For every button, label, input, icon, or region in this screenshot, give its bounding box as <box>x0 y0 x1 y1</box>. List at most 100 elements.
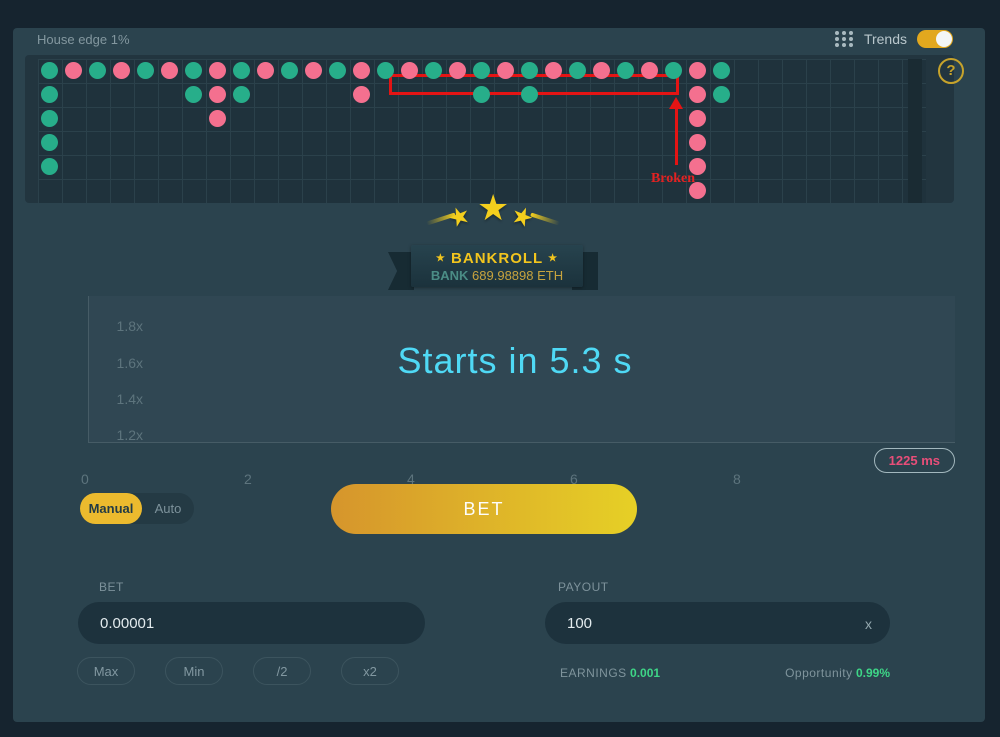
trend-dot-pink <box>593 62 610 79</box>
trends-scrollbar[interactable] <box>908 59 922 203</box>
trend-dot-pink <box>257 62 274 79</box>
mode-toggle: Manual Auto <box>80 493 194 524</box>
payout-field-label: PAYOUT <box>558 580 609 594</box>
trend-dot-green <box>425 62 442 79</box>
trend-dot-green <box>713 62 730 79</box>
broken-annotation-arrowline <box>675 108 678 165</box>
y-tick: 1.6x <box>116 355 143 371</box>
broken-annotation-arrowhead <box>669 97 683 109</box>
bank-value-line: BANK 689.98898 ETH <box>411 268 583 283</box>
trend-dot-pink <box>113 62 130 79</box>
payout-input[interactable] <box>545 602 890 644</box>
trend-dot-pink <box>353 62 370 79</box>
bet-amount-input[interactable] <box>78 602 425 644</box>
trend-dot-pink <box>209 62 226 79</box>
bankroll-ribbon: ★ ★ ★ ★ BANKROLL ★ BANK 689.98898 ETH <box>378 187 608 293</box>
min-button[interactable]: Min <box>165 657 223 685</box>
bank-label: BANK <box>430 268 469 283</box>
trends-grid: Broken <box>38 59 926 203</box>
trend-dot-pink <box>65 62 82 79</box>
earnings-label: EARNINGS <box>560 666 627 680</box>
trend-dot-pink <box>305 62 322 79</box>
trend-dot-pink <box>689 134 706 151</box>
trend-dot-pink <box>689 86 706 103</box>
trend-dot-pink <box>689 158 706 175</box>
payout-x-suffix: x <box>865 616 872 632</box>
trend-dot-green <box>713 86 730 103</box>
trends-grid-icon <box>834 31 854 47</box>
y-tick: 1.2x <box>116 427 143 443</box>
ribbon-banner: ★ BANKROLL ★ BANK 689.98898 ETH <box>411 245 583 287</box>
trends-toggle[interactable] <box>917 30 953 48</box>
trends-label: Trends <box>863 31 907 47</box>
trend-dot-green <box>41 86 58 103</box>
bet-button[interactable]: BET <box>331 484 637 534</box>
trend-dot-green <box>521 62 538 79</box>
trend-dot-green <box>185 86 202 103</box>
latency-badge: 1225 ms <box>873 448 955 473</box>
trend-dot-pink <box>209 86 226 103</box>
earnings-row: EARNINGS 0.001 Opportunity 0.99% <box>560 666 890 680</box>
trend-dot-pink <box>689 62 706 79</box>
y-tick: 1.8x <box>116 318 143 334</box>
toggle-knob <box>936 31 952 47</box>
trend-dot-pink <box>641 62 658 79</box>
trend-dot-green <box>473 62 490 79</box>
trend-dot-green <box>665 62 682 79</box>
trend-dot-green <box>137 62 154 79</box>
trend-dot-green <box>185 62 202 79</box>
tab-manual[interactable]: Manual <box>80 493 142 524</box>
trend-dot-pink <box>353 86 370 103</box>
x-tick: 0 <box>81 471 89 487</box>
half-button[interactable]: /2 <box>253 657 311 685</box>
trends-panel: Broken <box>25 55 954 203</box>
trend-dot-pink <box>209 110 226 127</box>
x-tick: 6 <box>570 471 578 487</box>
opportunity-label: Opportunity <box>785 666 853 680</box>
trend-dot-green <box>41 62 58 79</box>
bank-value: 689.98898 ETH <box>472 268 564 283</box>
multiplier-chart: 1.8x 1.6x 1.4x 1.2x 0 2 4 6 8 Starts in … <box>75 268 955 488</box>
trend-dot-green <box>521 86 538 103</box>
earnings: EARNINGS 0.001 <box>560 666 660 680</box>
trend-dot-green <box>617 62 634 79</box>
trend-dot-green <box>377 62 394 79</box>
trend-dot-green <box>41 134 58 151</box>
bet-field-label: BET <box>99 580 124 594</box>
tab-auto[interactable]: Auto <box>154 501 182 516</box>
trend-dot-green <box>41 110 58 127</box>
trend-dot-pink <box>449 62 466 79</box>
trend-dot-pink <box>161 62 178 79</box>
trend-dot-pink <box>545 62 562 79</box>
trend-dot-green <box>281 62 298 79</box>
x-tick: 2 <box>244 471 252 487</box>
earnings-value: 0.001 <box>630 666 661 680</box>
countdown-text: Starts in 5.3 s <box>397 340 633 381</box>
house-edge-label: House edge 1% <box>37 32 130 47</box>
trend-dot-pink <box>689 110 706 127</box>
trend-dot-green <box>233 86 250 103</box>
opportunity-value: 0.99% <box>855 666 890 680</box>
trend-dot-green <box>233 62 250 79</box>
header-right: Trends <box>834 30 953 48</box>
stars-icon: ★ ★ ★ <box>378 187 608 249</box>
trend-dot-green <box>329 62 346 79</box>
broken-annotation-label: Broken <box>650 171 696 186</box>
trend-dot-pink <box>401 62 418 79</box>
trend-dot-green <box>569 62 586 79</box>
trend-dot-green <box>41 158 58 175</box>
bet-quick-buttons: Max Min /2 x2 <box>77 657 399 685</box>
trend-dot-pink <box>497 62 514 79</box>
bankroll-title: ★ BANKROLL ★ <box>435 250 559 267</box>
x-tick: 8 <box>733 471 741 487</box>
help-icon[interactable]: ? <box>938 58 964 84</box>
opportunity: Opportunity 0.99% <box>785 666 890 680</box>
trend-dot-green <box>473 86 490 103</box>
max-button[interactable]: Max <box>77 657 135 685</box>
chart-plot-area <box>88 296 955 443</box>
trend-dot-pink <box>689 182 706 199</box>
x-tick: 4 <box>407 471 415 487</box>
trend-dot-green <box>89 62 106 79</box>
double-button[interactable]: x2 <box>341 657 399 685</box>
